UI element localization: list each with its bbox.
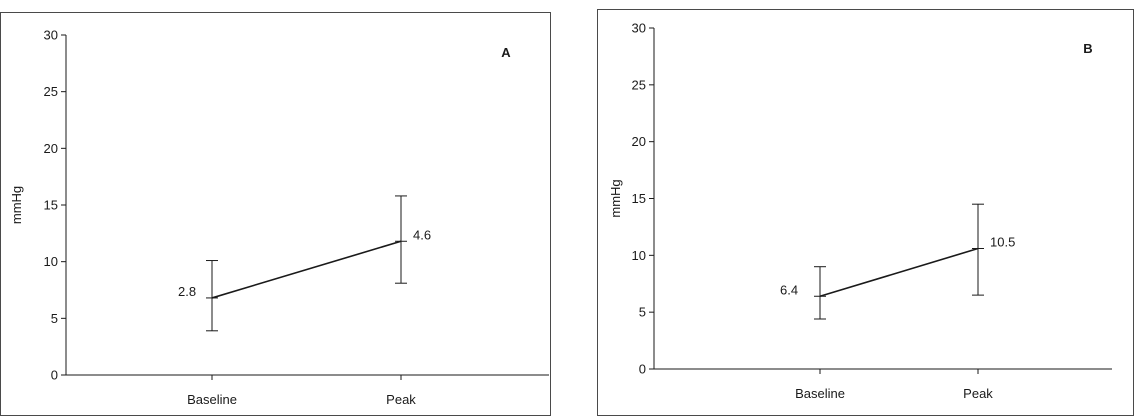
chart-panel-b: 0 5 10 15 20 25 30 Baseline Peak mmHg B 6.4 10.5 [597, 9, 1134, 416]
chart-b-svg: 0 5 10 15 20 25 30 Baseline Peak mmHg B 6.4 10.5 [608, 21, 1112, 401]
chart-a-error-bar [395, 195, 407, 284]
chart-b-error-bar [814, 266, 826, 320]
chart-b-data-label: 6.4 [780, 282, 798, 297]
chart-a-y-tick-label: 30 [44, 28, 58, 43]
chart-a-series-line [211, 240, 402, 299]
chart-a-y-tick-label: 10 [44, 254, 58, 269]
chart-b-y-axis-label: mmHg [608, 179, 623, 217]
chart-a-x-tick-label: Baseline [187, 392, 237, 407]
chart-a-y-tick-label: 15 [44, 198, 58, 213]
chart-a-error-bar [206, 260, 218, 332]
chart-b-y-tick-label: 20 [632, 134, 646, 149]
chart-a-svg: 0 5 10 15 20 25 30 Baseline Peak mmHg A 2.8 4.6 [9, 28, 549, 407]
chart-b-data-label: 10.5 [990, 235, 1015, 250]
chart-panel-a: 0 5 10 15 20 25 30 Baseline Peak mmHg A 2.8 4.6 [0, 12, 551, 416]
chart-b-y-tick-label: 5 [639, 305, 646, 320]
chart-a-data-label: 2.8 [178, 284, 196, 299]
chart-a-y-tick-label: 20 [44, 141, 58, 156]
chart-b-series-line [819, 247, 979, 298]
chart-a-y-tick-label: 0 [51, 368, 58, 383]
chart-b-y-tick-label: 0 [639, 362, 646, 377]
chart-a-y-tick-label: 5 [51, 311, 58, 326]
chart-a-y-axis-label: mmHg [9, 186, 24, 224]
chart-a-panel-label: A [501, 45, 511, 60]
chart-a-data-label: 4.6 [413, 227, 431, 242]
chart-b-y-tick-label: 15 [632, 191, 646, 206]
chart-a-x-tick-label: Peak [386, 392, 416, 407]
chart-b-y-tick-label: 25 [632, 77, 646, 92]
chart-b-x-tick-label: Peak [963, 386, 993, 401]
chart-b-x-tick-label: Baseline [795, 386, 845, 401]
chart-b-panel-label: B [1083, 41, 1092, 56]
chart-b-y-tick-label: 30 [632, 21, 646, 36]
chart-a-y-tick-label: 25 [44, 84, 58, 99]
chart-b-y-tick-label: 10 [632, 248, 646, 263]
